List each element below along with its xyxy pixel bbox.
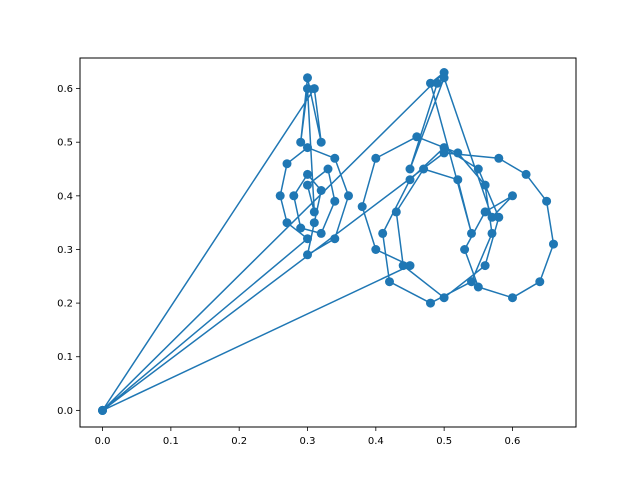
data-point bbox=[282, 218, 292, 228]
data-point bbox=[535, 277, 545, 287]
plot-area bbox=[98, 68, 558, 415]
data-point bbox=[426, 298, 435, 308]
data-point bbox=[378, 228, 388, 238]
data-point bbox=[330, 234, 340, 244]
data-point bbox=[330, 196, 340, 206]
x-tick-label: 0.4 bbox=[368, 436, 384, 447]
data-point bbox=[542, 196, 552, 206]
x-tick-label: 0.3 bbox=[300, 436, 316, 447]
x-tick-label: 0.6 bbox=[505, 436, 521, 447]
x-tick-label: 0.2 bbox=[231, 436, 247, 447]
data-point bbox=[98, 405, 107, 415]
y-axis: 0.0 0.1 0.2 0.3 0.4 0.5 0.6 bbox=[57, 84, 80, 417]
data-point bbox=[494, 153, 504, 163]
x-axis: 0.0 0.1 0.2 0.3 0.4 0.5 0.6 bbox=[95, 427, 521, 447]
data-point bbox=[316, 186, 326, 195]
data-point bbox=[398, 261, 408, 271]
data-point bbox=[460, 245, 470, 254]
y-tick-label: 0.3 bbox=[57, 245, 73, 256]
x-tick-label: 0.0 bbox=[95, 436, 111, 447]
data-point bbox=[405, 164, 415, 174]
data-point bbox=[480, 207, 490, 217]
data-point bbox=[439, 148, 449, 158]
data-point bbox=[473, 164, 483, 174]
data-point bbox=[385, 277, 394, 287]
data-point bbox=[412, 132, 422, 142]
data-point bbox=[453, 148, 463, 158]
data-point bbox=[419, 164, 429, 174]
data-point bbox=[316, 137, 326, 147]
data-point bbox=[480, 180, 490, 190]
data-point bbox=[303, 73, 312, 83]
data-point bbox=[426, 78, 435, 88]
data-point bbox=[303, 250, 312, 260]
y-tick-label: 0.5 bbox=[57, 138, 73, 149]
y-tick-label: 0.0 bbox=[57, 406, 73, 417]
axes-frame bbox=[79, 57, 577, 428]
data-point bbox=[309, 207, 319, 217]
data-point bbox=[275, 191, 285, 201]
data-point bbox=[371, 153, 381, 163]
data-point bbox=[303, 180, 312, 190]
data-point bbox=[405, 175, 415, 185]
data-point bbox=[330, 153, 340, 163]
data-point bbox=[309, 218, 319, 228]
y-tick-label: 0.1 bbox=[57, 352, 73, 363]
data-point bbox=[282, 159, 292, 169]
data-point bbox=[296, 137, 306, 147]
data-point bbox=[323, 164, 333, 174]
data-point bbox=[480, 261, 490, 271]
y-tick-label: 0.6 bbox=[57, 84, 73, 95]
data-point bbox=[357, 202, 367, 212]
data-point bbox=[303, 234, 312, 244]
data-point bbox=[303, 143, 312, 153]
x-tick-label: 0.5 bbox=[436, 436, 452, 447]
data-point bbox=[487, 228, 497, 238]
data-point bbox=[508, 293, 517, 303]
data-point bbox=[453, 175, 463, 185]
data-point bbox=[487, 212, 497, 222]
data-point bbox=[439, 293, 449, 303]
data-point bbox=[494, 212, 504, 222]
data-point bbox=[316, 228, 326, 238]
data-point bbox=[296, 223, 306, 233]
data-point bbox=[549, 239, 558, 249]
data-point bbox=[289, 191, 299, 201]
data-point bbox=[439, 73, 449, 83]
data-point bbox=[371, 245, 381, 254]
data-point bbox=[309, 84, 319, 94]
data-point bbox=[467, 228, 476, 238]
data-point bbox=[508, 191, 517, 201]
x-tick-label: 0.1 bbox=[163, 436, 179, 447]
data-point bbox=[405, 261, 415, 271]
data-point bbox=[432, 78, 442, 88]
data-point bbox=[467, 277, 476, 287]
data-point bbox=[344, 191, 353, 201]
data-point bbox=[303, 169, 312, 179]
data-point bbox=[391, 207, 401, 217]
y-tick-label: 0.4 bbox=[57, 191, 73, 202]
data-point bbox=[303, 84, 312, 94]
data-point bbox=[473, 282, 483, 292]
data-point bbox=[521, 169, 531, 179]
y-tick-label: 0.2 bbox=[57, 299, 73, 310]
